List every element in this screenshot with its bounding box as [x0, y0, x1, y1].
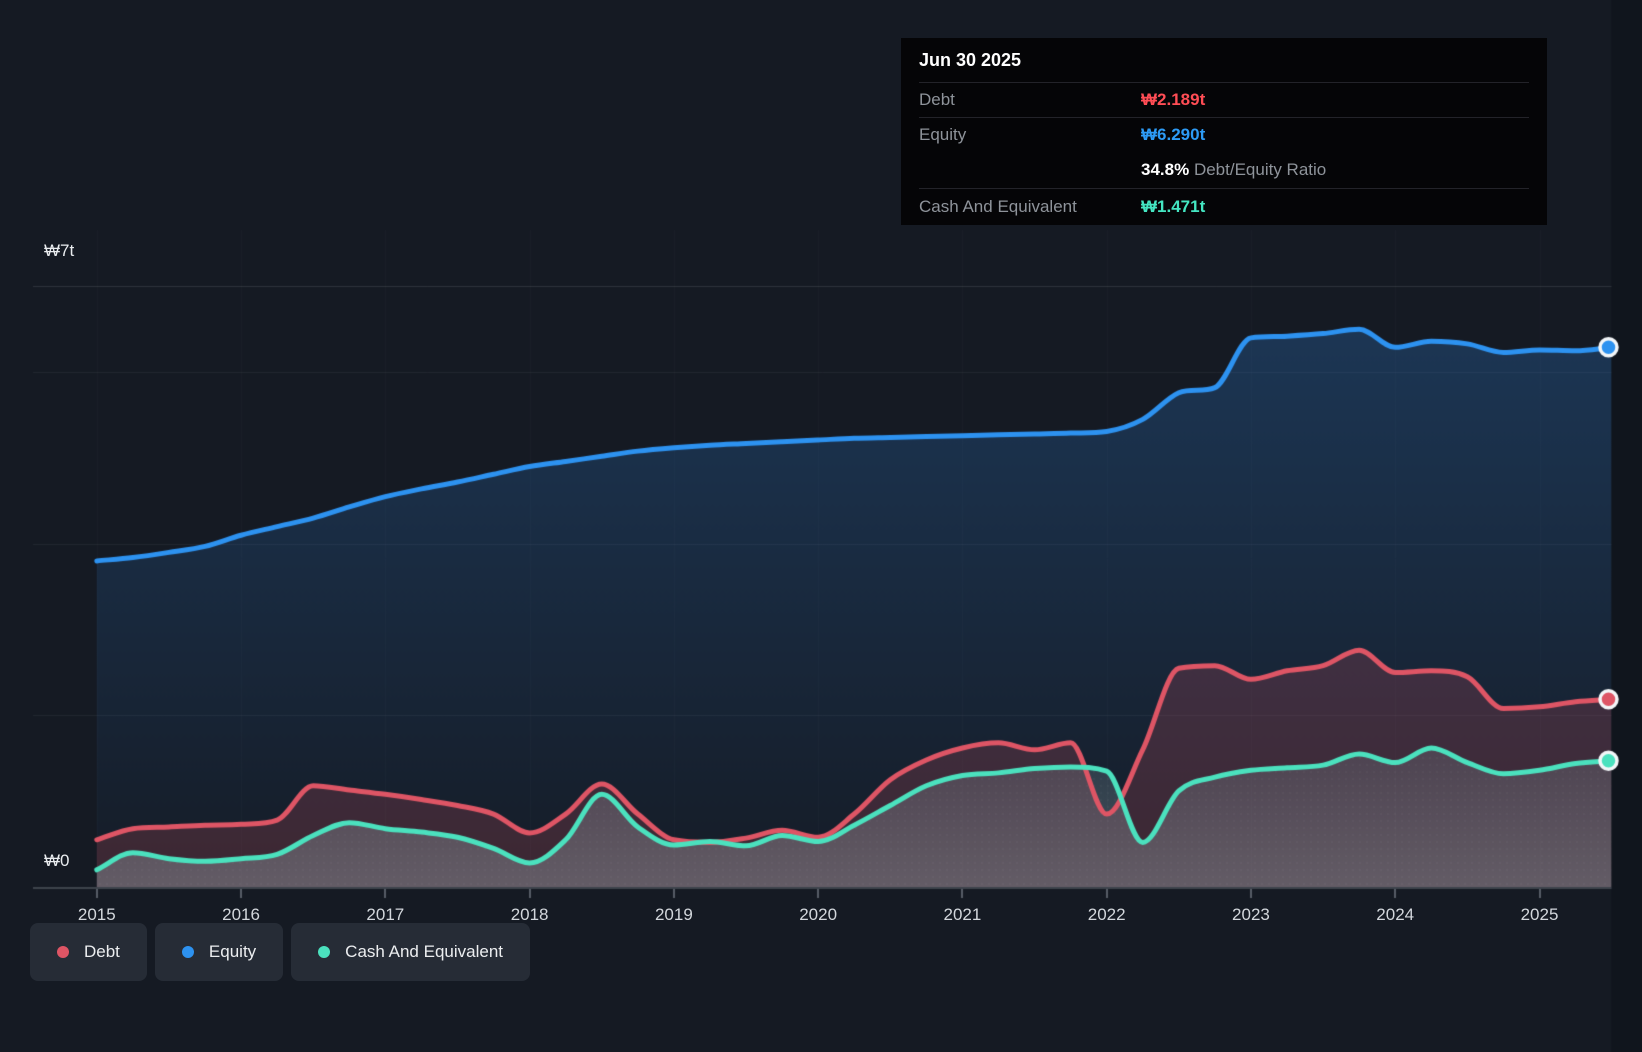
legend-item-debt[interactable]: Debt: [30, 923, 147, 981]
tooltip-ratio-value: 34.8%: [1141, 160, 1189, 179]
tooltip-debt-label: Debt: [919, 90, 1141, 110]
legend-label: Equity: [209, 942, 256, 962]
x-axis-label-2015: 2015: [57, 905, 137, 925]
x-axis-label-2018: 2018: [490, 905, 570, 925]
x-axis-label-2024: 2024: [1355, 905, 1435, 925]
x-axis-label-2016: 2016: [201, 905, 281, 925]
tooltip-ratio-label: Debt/Equity Ratio: [1194, 160, 1326, 179]
cash-and-equivalent-legend-dot-icon: [318, 946, 330, 958]
legend: Debt Equity Cash And Equivalent: [30, 923, 530, 981]
legend-item-cash-and-equivalent[interactable]: Cash And Equivalent: [291, 923, 530, 981]
x-axis-label-2021: 2021: [922, 905, 1002, 925]
x-axis-label-2020: 2020: [778, 905, 858, 925]
page: { "tooltip": { "date": "Jun 30 2025", "d…: [0, 0, 1642, 1052]
legend-label: Debt: [84, 942, 120, 962]
tooltip-row-equity: Equity ₩6.290t: [919, 118, 1529, 152]
tooltip-equity-label: Equity: [919, 125, 1141, 145]
y-axis-label-zero: ₩0: [44, 851, 70, 871]
x-axis-label-2017: 2017: [345, 905, 425, 925]
x-axis-label-2025: 2025: [1500, 905, 1580, 925]
legend-label: Cash And Equivalent: [345, 942, 503, 962]
tooltip: Jun 30 2025 Debt ₩2.189t Equity ₩6.290t …: [901, 38, 1547, 225]
tooltip-cash-label: Cash And Equivalent: [919, 197, 1141, 217]
x-axis-label-2022: 2022: [1067, 905, 1147, 925]
equity-legend-dot-icon: [182, 946, 194, 958]
legend-item-equity[interactable]: Equity: [155, 923, 283, 981]
debt-legend-dot-icon: [57, 946, 69, 958]
tooltip-debt-value: ₩2.189t: [1141, 90, 1205, 110]
tooltip-row-ratio: 34.8% Debt/Equity Ratio: [919, 152, 1529, 189]
tooltip-cash-value: ₩1.471t: [1141, 197, 1205, 217]
x-axis-label-2023: 2023: [1211, 905, 1291, 925]
y-axis-label-top: ₩7t: [44, 241, 74, 261]
tooltip-row-debt: Debt ₩2.189t: [919, 83, 1529, 118]
tooltip-row-cash: Cash And Equivalent ₩1.471t: [919, 189, 1529, 225]
tooltip-date: Jun 30 2025: [919, 38, 1529, 83]
x-axis-label-2019: 2019: [634, 905, 714, 925]
tooltip-equity-value: ₩6.290t: [1141, 125, 1205, 145]
